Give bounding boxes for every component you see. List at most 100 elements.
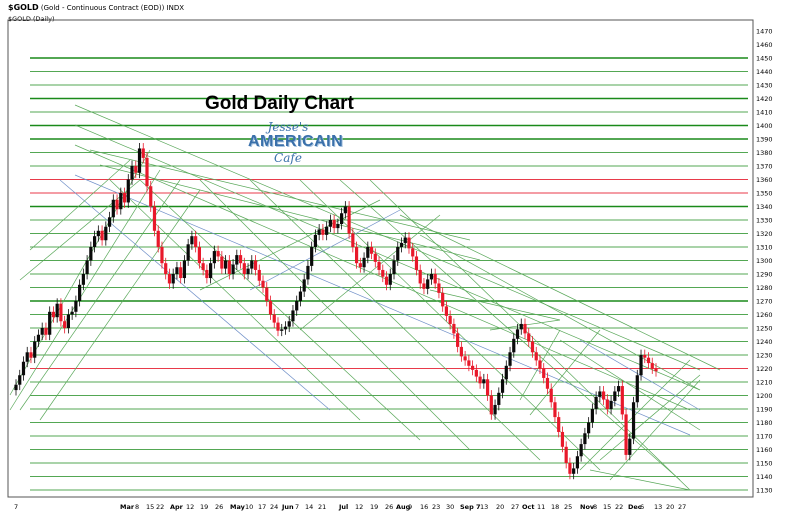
price-bar [407,237,411,249]
price-bar [572,468,576,474]
x-tick-label: 7 [14,503,18,511]
price-bar [579,444,583,457]
price-bar [328,220,332,227]
y-tick-label: 1160 [756,446,773,454]
logo-line-2: AMERICAIN [248,133,344,150]
x-tick-label: 26 [215,503,223,511]
price-bar [302,279,306,292]
price-bar [624,414,628,455]
x-tick-label: Oct [522,503,535,511]
price-bar [388,274,392,285]
price-bar [654,368,658,372]
trend-line [559,339,701,431]
price-bar [268,301,273,315]
y-tick-label: 1390 [756,136,773,144]
price-bar [265,287,269,301]
price-bar [171,274,175,284]
price-bar [553,402,557,418]
price-bar [639,355,643,376]
price-bar [527,333,531,342]
y-tick-label: 1290 [756,271,773,279]
price-bar [583,433,587,445]
price-bar [137,148,142,173]
y-tick-label: 1410 [756,109,773,117]
x-tick-label: 18 [551,503,559,511]
price-bar [568,463,572,474]
price-bar [616,386,621,392]
price-bar [272,314,276,323]
trend-line [74,104,701,371]
price-bar [384,276,389,285]
price-bar [399,242,404,247]
trend-line [249,209,401,291]
y-tick-label: 1200 [756,392,773,400]
price-bar [646,357,651,364]
price-bar [489,395,493,415]
price-bar [119,193,123,210]
price-bar [85,260,89,274]
price-bar [317,229,321,235]
trend-line [74,174,691,436]
price-bar [396,247,400,261]
x-tick-label: 8 [593,503,597,511]
price-bar [474,369,478,377]
price-bar [179,267,183,279]
chart-title: Gold Daily Chart [205,93,354,114]
price-bar [347,206,351,234]
price-bar [21,361,26,376]
x-tick-label: Jun [281,503,294,511]
y-tick-label: 1130 [756,487,773,495]
trend-line [199,179,471,451]
x-tick-label: Jul [338,503,348,511]
price-bar [164,263,168,274]
price-bar [295,301,299,311]
price-bar [542,368,546,378]
price-bar [66,314,70,328]
price-bar [287,321,291,327]
price-bar [59,303,63,322]
trend-line [399,214,721,371]
x-tick-label: 6 [640,503,644,511]
price-bar [418,269,422,284]
trend-line [609,379,701,481]
price-bar [182,260,187,279]
x-tick-label: 19 [200,503,208,511]
price-bar [167,274,172,284]
x-tick-label: Dec [628,503,642,511]
price-bar [160,247,164,264]
price-bar [358,263,362,268]
price-bar [14,384,18,391]
price-bar [74,301,78,312]
price-bar [643,355,647,358]
x-tick-label: 7 [295,503,299,511]
price-bar [107,217,112,227]
trend-line [109,179,361,421]
price-bar [145,157,149,187]
price-bar [291,310,295,322]
x-tick-label: Nov [580,503,595,511]
price-bar [340,213,344,225]
y-tick-label: 1470 [756,28,773,36]
price-bar [426,279,430,289]
trend-line [589,469,691,491]
price-bar [257,269,261,281]
price-bar [587,422,591,434]
price-bar [220,256,224,269]
x-tick-label: 23 [432,503,440,511]
y-tick-label: 1230 [756,352,773,360]
price-bar [433,274,437,284]
x-tick-label: Apr [170,503,184,511]
y-tick-label: 1260 [756,311,773,319]
price-bar [478,376,482,384]
trend-line [9,169,161,411]
price-bar [253,260,258,270]
x-tick-label: 27 [678,503,686,511]
price-bar [156,230,160,247]
price-bar [194,236,198,247]
price-bar [96,230,100,237]
price-bar [63,321,67,328]
x-tick-label: 8 [135,503,139,511]
x-tick-label: 25 [564,503,572,511]
price-bar [152,206,157,231]
